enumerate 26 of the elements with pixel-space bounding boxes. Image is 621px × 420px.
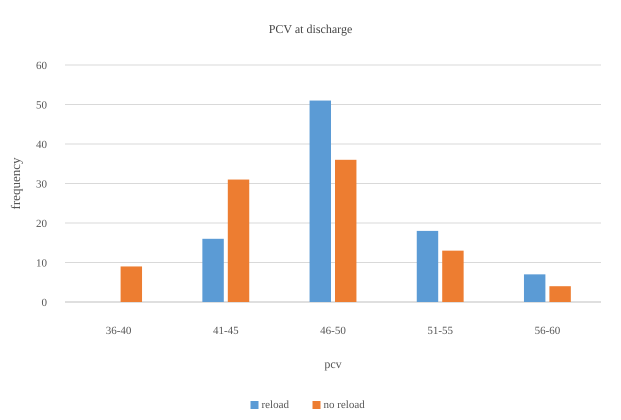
y-tick-label: 60 (36, 60, 48, 72)
legend-label: reload (262, 399, 290, 411)
bar (416, 230, 438, 302)
bar (442, 250, 464, 302)
y-tick-label: 50 (36, 99, 48, 112)
y-tick-label: 20 (36, 218, 48, 230)
bar (228, 180, 250, 302)
bar (120, 266, 142, 302)
y-tick-label: 30 (36, 178, 48, 190)
bar (549, 286, 571, 302)
x-axis-title: pcv (324, 357, 342, 371)
x-tick-label: 36-40 (106, 325, 132, 337)
y-tick-label: 10 (36, 257, 48, 270)
y-axis-title: frequency (8, 157, 23, 210)
bar (310, 100, 331, 302)
chart-title: PCV at discharge (268, 22, 352, 36)
legend-label: no reload (324, 399, 366, 411)
x-tick-label: 41-45 (212, 325, 240, 337)
x-tick-label: 46-50 (320, 325, 346, 337)
y-tick-label: 40 (36, 138, 48, 151)
x-tick-label: 51-55 (427, 325, 454, 337)
bar (202, 238, 224, 302)
bar (524, 274, 546, 302)
y-tick-label: 0 (42, 296, 48, 309)
x-tick-label: 56-60 (534, 325, 561, 337)
bar (335, 160, 356, 302)
